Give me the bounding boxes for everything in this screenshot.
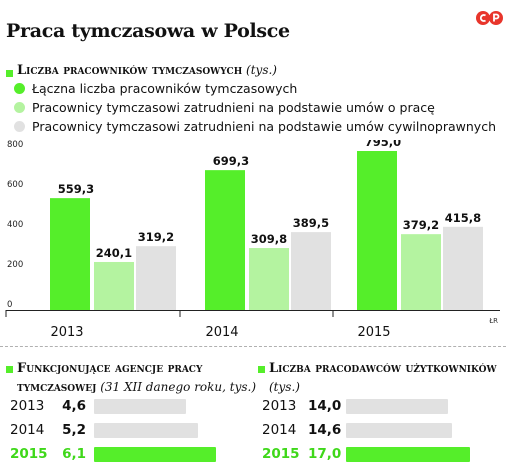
x-tick-label: 2015: [357, 325, 390, 340]
employers-panel: 2013 14,0 2014 14,6 2015 17,0: [262, 396, 498, 466]
main-bar-chart: 0 200 400 600 800 559,3 699,3 795,0 240,1 309,8 37…: [5, 140, 500, 340]
panel-row: 2014 14,6: [262, 420, 452, 440]
data-label: 415,8: [445, 211, 481, 225]
panel-row-year: 2015: [10, 446, 48, 462]
panel-row: 2013 14,0: [262, 396, 448, 416]
y-tick-label: 0: [7, 300, 12, 310]
bar-2014-series-0: [205, 170, 245, 310]
page-title: Praca tymczasowa w Polsce: [6, 20, 290, 42]
panel-row-year: 2014: [10, 422, 45, 438]
panel-row-year: 2013: [10, 398, 45, 414]
data-label: 389,5: [293, 216, 329, 230]
source-label: ŁR: [488, 317, 498, 325]
y-tick-label: 400: [7, 220, 23, 230]
panel-row-value: 6,1: [62, 446, 86, 462]
bar-2014-series-2: [291, 232, 331, 310]
panel-row-value: 14,6: [308, 422, 342, 438]
agencies-panel: 2013 4,6 2014 5,2 2015 6,1: [10, 396, 240, 466]
main-section-unit: (tys.): [246, 63, 277, 77]
agencies-title-note: (31 XII danego roku, tys.): [100, 380, 257, 394]
panel-row-year: 2014: [262, 422, 297, 438]
x-tick-label: 2013: [50, 325, 83, 340]
employers-title-text: Liczba pracodawców użytkowników: [269, 361, 497, 376]
panel-row-value: 17,0: [308, 446, 342, 462]
panel-row-bar: [94, 422, 198, 438]
y-tick-label: 800: [7, 140, 23, 150]
main-section-title: Liczba pracowników tymczasowych (tys.): [17, 63, 277, 78]
bar-2015-series-2: [443, 226, 483, 310]
panel-row-year: 2013: [262, 398, 297, 414]
panel-row-bar: [94, 446, 216, 462]
data-label: 795,0: [365, 140, 401, 149]
bar-2013-series-1: [94, 261, 134, 310]
panel-row-year: 2015: [262, 446, 300, 462]
agencies-title: Funkcjonujące agencje pracy tymczasowej …: [17, 359, 257, 397]
legend-label-employment: Pracownicy tymczasowi zatrudnieni na pod…: [32, 99, 435, 115]
publisher-logo-icon: [476, 11, 503, 25]
employers-title-note: (tys.): [269, 380, 300, 394]
data-label: 309,8: [251, 232, 287, 246]
main-section-title-text: Liczba pracowników tymczasowych: [17, 63, 243, 78]
bar-2013-series-2: [136, 246, 176, 310]
panel-row-bar: [346, 422, 452, 438]
section-marker-icon: [6, 366, 13, 373]
data-label: 699,3: [213, 154, 249, 168]
panel-row: 2013 4,6: [10, 396, 186, 416]
legend-item-civil: Pracownicy tymczasowi zatrudnieni na pod…: [14, 117, 496, 135]
legend-label-civil: Pracownicy tymczasowi zatrudnieni na pod…: [32, 118, 497, 134]
panel-row-bar: [346, 446, 470, 462]
legend-item-employment: Pracownicy tymczasowi zatrudnieni na pod…: [14, 98, 435, 116]
section-divider: [0, 346, 506, 347]
legend-swatch-total: [14, 82, 25, 94]
section-marker-icon: [6, 70, 13, 77]
employers-title: Liczba pracodawców użytkowników (tys.): [269, 359, 505, 396]
panel-row: 2014 5,2: [10, 420, 198, 440]
bar-2014-series-1: [249, 248, 289, 310]
bar-2015-series-1: [401, 234, 441, 310]
data-label: 319,2: [138, 230, 174, 244]
legend-swatch-employment: [14, 101, 25, 113]
bar-2013-series-0: [50, 198, 90, 310]
data-label: 240,1: [96, 246, 132, 260]
data-label: 559,3: [58, 182, 94, 196]
panel-row-value: 14,0: [308, 398, 342, 414]
legend-swatch-civil: [14, 120, 25, 132]
panel-row-value: 5,2: [62, 422, 86, 438]
bar-2015-series-0: [357, 151, 397, 310]
legend-label-total: Łączna liczba pracowników tymczasowych: [32, 80, 298, 96]
section-marker-icon: [258, 366, 265, 373]
x-tick-label: 2014: [205, 325, 238, 340]
data-label: 379,2: [403, 218, 439, 232]
panel-row-bar: [94, 398, 186, 414]
panel-row-value: 4,6: [62, 398, 86, 414]
y-tick-label: 200: [7, 260, 23, 270]
panel-row-bar: [346, 398, 448, 414]
y-tick-label: 600: [7, 180, 23, 190]
legend-item-total: Łączna liczba pracowników tymczasowych: [14, 79, 297, 97]
panel-row: 2015 17,0: [262, 444, 470, 464]
agencies-title-text: Funkcjonujące agencje pracy tymczasowej: [17, 361, 203, 395]
panel-row: 2015 6,1: [10, 444, 216, 464]
